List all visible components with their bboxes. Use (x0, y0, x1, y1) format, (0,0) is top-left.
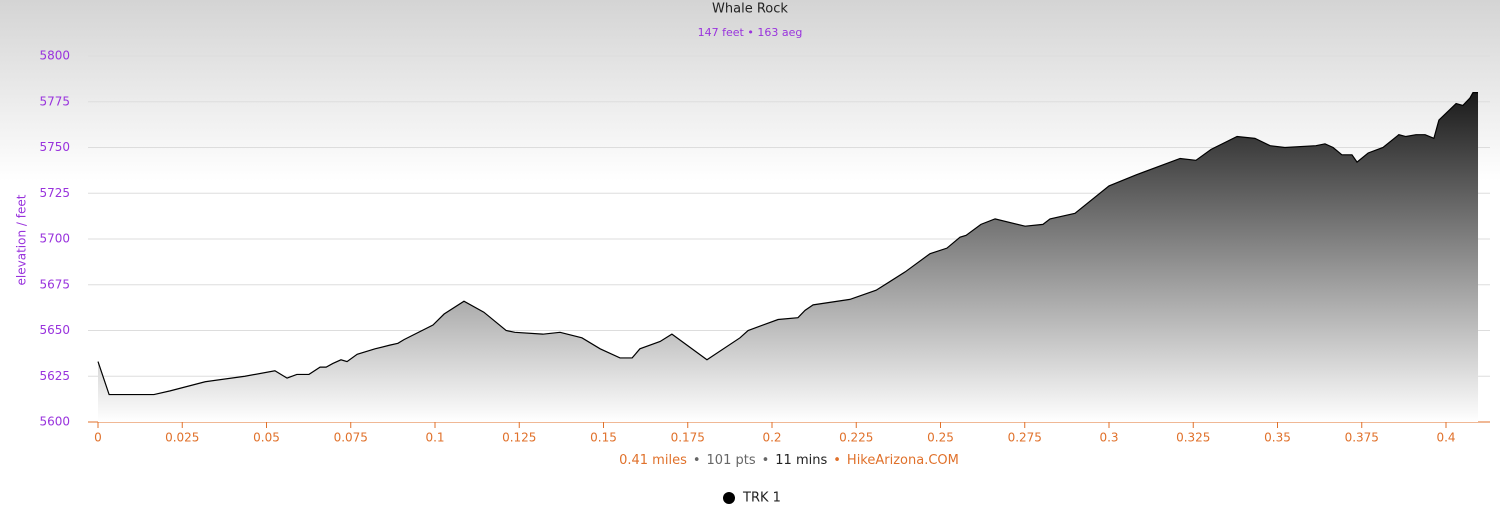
chart-subtitle: 147 feet • 163 aeg (698, 26, 803, 39)
y-axis-title: elevation / feet (15, 194, 29, 285)
y-tick-label: 5750 (39, 140, 70, 154)
y-tick-label: 5700 (39, 232, 70, 246)
y-tick-label: 5600 (39, 415, 70, 429)
x-tick-label: 0.075 (334, 431, 368, 445)
x-tick-label: 0.4 (1436, 431, 1455, 445)
x-tick-label: 0.05 (253, 431, 280, 445)
x-tick-label: 0.3 (1099, 431, 1118, 445)
x-tick-label: 0.125 (502, 431, 536, 445)
y-tick-label: 5775 (39, 94, 70, 108)
x-tick-label: 0.025 (165, 431, 199, 445)
footer-item: 11 mins (775, 453, 827, 468)
area (98, 92, 1479, 422)
footer-item: 101 pts (707, 453, 756, 468)
line (97, 92, 1479, 396)
footer-item: 0.41 miles (619, 453, 687, 468)
y-tick-label: 5625 (39, 369, 70, 383)
x-tick-label: 0.325 (1176, 431, 1210, 445)
x-tick-label: 0.175 (671, 431, 705, 445)
y-tick-label: 5650 (39, 323, 70, 337)
y-tick-label: 5675 (39, 277, 70, 291)
footer-separator: • (762, 453, 770, 468)
x-tick-label: 0.25 (927, 431, 954, 445)
x-tick-label: 0.275 (1008, 431, 1042, 445)
footer: 0.41 miles • 101 pts • 11 mins • HikeArizona.C… (619, 453, 959, 468)
x-tick-label: 0.225 (839, 431, 873, 445)
footer-separator: • (833, 453, 841, 468)
footer-item: HikeArizona.COM (847, 453, 959, 468)
x-tick-label: 0.15 (590, 431, 617, 445)
chart-title: Whale Rock (712, 2, 788, 17)
x-tick-label: 0.35 (1264, 431, 1291, 445)
x-tick-label: 0.375 (1345, 431, 1379, 445)
y-tick-label: 5800 (39, 49, 70, 63)
legend-marker (723, 492, 735, 504)
x-tick-label: 0.2 (762, 431, 781, 445)
x-tick-label: 0 (94, 431, 102, 445)
footer-separator: • (693, 453, 701, 468)
x-tick-label: 0.1 (425, 431, 444, 445)
y-tick-label: 5725 (39, 186, 70, 200)
legend-label: TRK 1 (742, 491, 781, 506)
